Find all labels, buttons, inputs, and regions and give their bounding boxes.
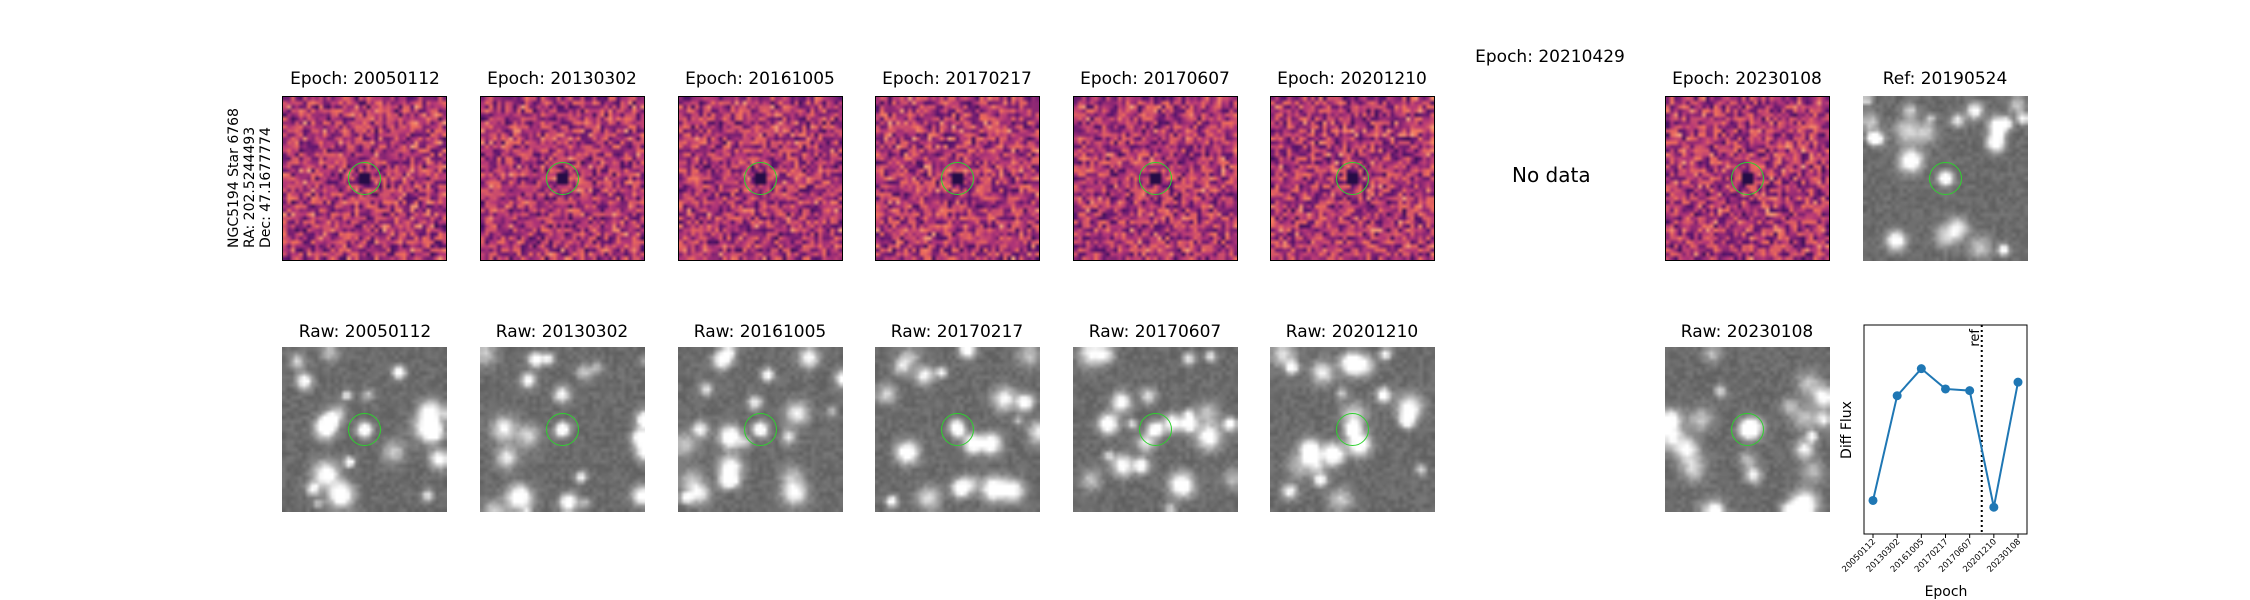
diff-title-0: Epoch: 20050112 [290, 69, 440, 89]
x-tick-labels: 2005011220130302201610052017021720170607… [1840, 534, 2023, 575]
diff-panel-4 [1073, 96, 1238, 261]
diff-title-4: Epoch: 20170607 [1080, 69, 1230, 89]
no-data-text: No data [1512, 163, 1591, 187]
data-point [1868, 495, 1878, 505]
raw-title-2: Raw: 20161005 [693, 322, 827, 342]
raw-panel-0 [282, 347, 447, 512]
target-circle [743, 161, 777, 195]
target-circle [940, 412, 974, 446]
target-circle [1730, 412, 1764, 446]
target-circle [347, 161, 381, 195]
raw-title-1: Raw: 20130302 [495, 322, 629, 342]
diff-title-1: Epoch: 20130302 [487, 69, 637, 89]
diff-panel-7 [1665, 96, 1830, 261]
target-circle [743, 412, 777, 446]
data-point [1892, 391, 1902, 401]
raw-panel-6 [1665, 347, 1830, 512]
diff-title-3: Epoch: 20170217 [882, 69, 1032, 89]
y-axis-label: Diff Flux [1839, 401, 1855, 459]
target-circle [545, 412, 579, 446]
target-circle [545, 161, 579, 195]
data-point [1965, 386, 1975, 396]
target-circle [1138, 161, 1172, 195]
raw-title-6: Raw: 20230108 [1680, 322, 1814, 342]
raw-panel-3 [875, 347, 1040, 512]
target-circle [1335, 161, 1369, 195]
data-points [1868, 364, 2023, 512]
ref-line-label: ref [1968, 329, 1983, 347]
raw-panel-1 [480, 347, 645, 512]
target-circle [940, 161, 974, 195]
raw-panel-2 [678, 347, 843, 512]
data-point [1941, 384, 1950, 394]
ref-panel [1863, 96, 2028, 261]
x-axis-label: Epoch [1925, 584, 1968, 600]
raw-title-5: Raw: 20201210 [1285, 322, 1419, 342]
data-point [1989, 502, 1999, 512]
target-circle [347, 412, 381, 446]
target-circle [1730, 161, 1764, 195]
diff-panel-1 [480, 96, 645, 261]
raw-title-0: Raw: 20050112 [298, 322, 432, 342]
target-circle [1335, 412, 1369, 446]
raw-panel-5 [1270, 347, 1435, 512]
diff-title-2: Epoch: 20161005 [685, 69, 835, 89]
data-point [1916, 364, 1926, 374]
diff-title-6: Epoch: 20210429 [1475, 47, 1625, 67]
raw-panel-4 [1073, 347, 1238, 512]
raw-title-4: Raw: 20170607 [1088, 322, 1222, 342]
diff-title-7: Epoch: 20230108 [1672, 69, 1822, 89]
target-circle [1928, 161, 1962, 195]
raw-title-3: Raw: 20170217 [890, 322, 1024, 342]
ref-title: Ref: 20190524 [1882, 69, 2008, 89]
diff-panel-2 [678, 96, 843, 261]
diff-panel-3 [875, 96, 1040, 261]
diff-panel-5 [1270, 96, 1435, 261]
target-circle [1138, 412, 1172, 446]
diff-title-5: Epoch: 20201210 [1277, 69, 1427, 89]
data-point [2013, 377, 2023, 387]
diff-panel-0 [282, 96, 447, 261]
